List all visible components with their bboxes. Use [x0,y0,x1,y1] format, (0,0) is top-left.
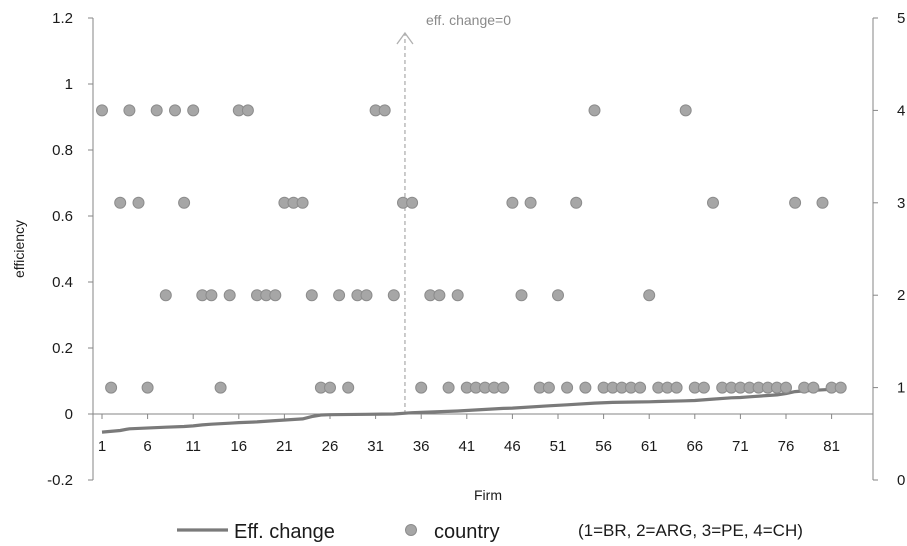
legend-marker-swatch [405,524,417,536]
y2-tick-label: 4 [897,102,905,119]
y2-tick-label: 1 [897,380,905,397]
country-point [433,289,446,302]
country-point [515,289,528,302]
x-tick-label: 81 [823,438,840,455]
country-point [96,104,108,117]
country-point [451,289,464,302]
x-axis-title: Firm [474,487,502,503]
country-point [561,381,574,394]
x-tick-label: 6 [143,438,151,455]
country-point [570,196,583,209]
legend: Eff. change country (1=BR, 2=ARG, 3=PE, … [177,521,803,543]
y-tick-label: 0.6 [52,208,73,225]
country-point [542,381,555,394]
country-point [169,104,181,117]
country-point [579,381,592,394]
y-tick-label: 1.2 [52,10,73,27]
country-point [305,289,318,302]
country-point [333,289,346,302]
y2-tick-label: 5 [897,10,905,27]
country-point [241,104,254,117]
x-tick-label: 11 [185,438,201,455]
eff-change-zero-arrow-icon [396,31,414,45]
eff-change-zero-label: eff. change=0 [426,12,511,28]
x-tick-label: 21 [276,438,293,455]
country-point [415,381,428,394]
y-axis-title: efficiency [11,220,27,278]
legend-country-code-note: (1=BR, 2=ARG, 3=PE, 4=CH) [578,521,803,540]
country-point [114,196,127,209]
x-tick-label: 51 [550,438,567,455]
country-point [670,381,683,394]
country-point [707,196,719,209]
country-point [205,289,218,302]
x-tick-label: 36 [413,438,430,455]
country-point [123,104,136,117]
country-point [214,381,227,394]
country-point [406,196,419,209]
y-tick-label: 0 [65,406,73,423]
country-point [780,381,792,394]
country-point [697,381,710,394]
country-point [442,381,455,394]
country-point [360,289,373,302]
country-point [789,196,802,209]
x-tick-label: 66 [686,438,703,455]
country-point [387,289,400,302]
country-point [150,104,163,117]
x-tick-label: 26 [322,438,339,455]
eff-change-series [101,387,832,434]
x-tick-label: 1 [98,438,106,455]
country-point [223,289,236,302]
country-point [643,289,656,302]
country-point [816,196,829,209]
x-tick-label: 76 [778,438,795,455]
x-tick-label: 71 [732,438,749,455]
country-point [807,381,820,394]
y-tick-label: 1 [65,76,73,93]
country-point [324,381,336,394]
country-point [132,196,145,209]
annotation: eff. change=0 [396,12,511,414]
country-point [342,381,355,394]
y2-tick-label: 2 [897,287,905,304]
x-tick-label: 41 [458,438,475,455]
country-point [187,104,200,117]
country-point [269,289,282,302]
country-point [506,196,519,209]
country-point [378,104,391,117]
y-tick-label: 0.8 [52,142,73,159]
country-point [524,196,537,209]
x-tick-label: 61 [641,438,658,455]
y2-tick-label: 0 [897,472,905,489]
country-point [552,289,564,302]
country-point [141,381,154,394]
legend-line-label: Eff. change [234,521,335,543]
x-tick-label: 46 [504,438,521,455]
country-point [634,381,647,394]
country-point [159,289,172,302]
y-tick-label: -0.2 [47,472,73,489]
country-point [497,381,510,394]
y2-tick-label: 3 [897,195,905,212]
country-point [178,196,191,209]
x-tick-label: 56 [595,438,612,455]
x-tick-label: 31 [367,438,384,455]
country-point [105,381,118,394]
x-tick-label: 16 [230,438,247,455]
country-series [96,104,847,394]
country-point [588,104,601,117]
eff-change-line [101,387,832,434]
country-point [834,381,847,394]
y-tick-label: 0.4 [52,274,73,291]
y-tick-label: 0.2 [52,340,73,357]
country-point [296,196,309,209]
legend-marker-label: country [434,521,500,543]
country-point [679,104,692,117]
